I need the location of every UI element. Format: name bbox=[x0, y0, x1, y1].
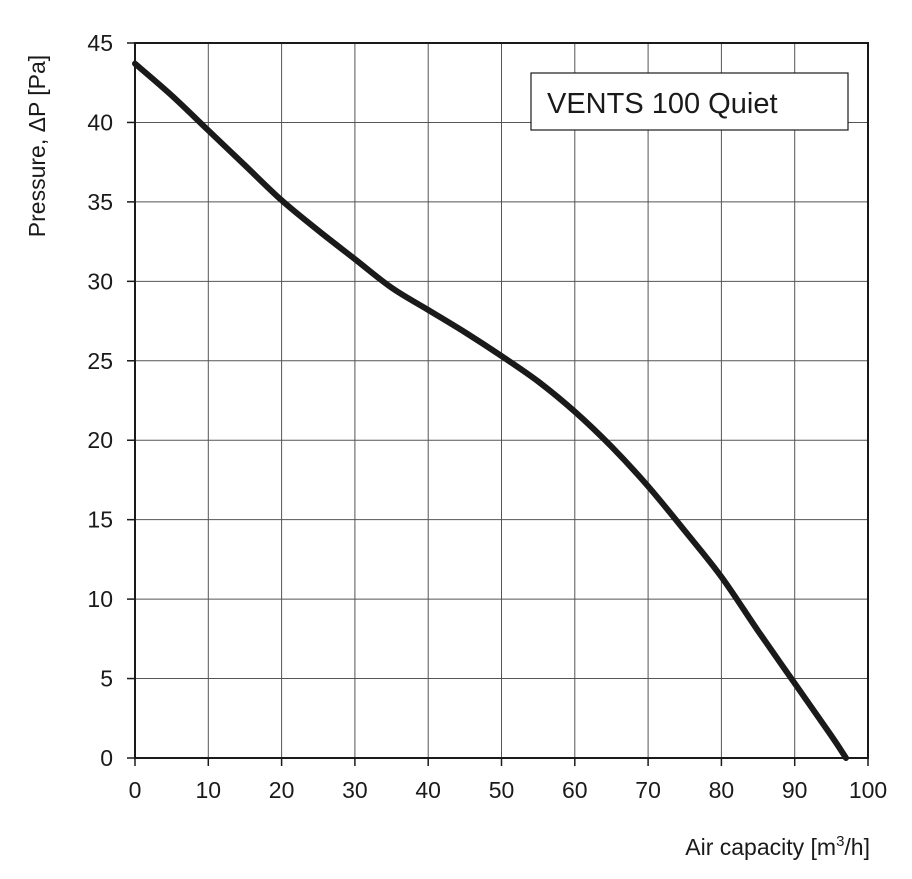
x-tick-label: 80 bbox=[709, 777, 735, 803]
x-axis-label: Air capacity [m3/h] bbox=[685, 833, 870, 860]
x-tick-label: 0 bbox=[129, 777, 142, 803]
x-tick-label: 60 bbox=[562, 777, 588, 803]
y-tick-label: 30 bbox=[87, 268, 113, 294]
y-tick-label: 5 bbox=[100, 666, 113, 692]
x-tick-label: 90 bbox=[782, 777, 808, 803]
x-tick-label: 100 bbox=[849, 777, 887, 803]
y-tick-label: 25 bbox=[87, 348, 113, 374]
x-axis-label-superscript: 3 bbox=[836, 833, 844, 850]
y-tick-label: 0 bbox=[100, 745, 113, 771]
x-tick-label: 70 bbox=[635, 777, 661, 803]
tick-labels: 0 10 20 30 40 50 60 70 80 90 100 0 5 10 15 20 25 30 35 40 45 bbox=[87, 30, 887, 803]
grid-lines bbox=[127, 42, 869, 766]
x-axis-label-suffix: /h] bbox=[844, 834, 870, 860]
y-tick-label: 40 bbox=[87, 109, 113, 135]
x-tick-label: 10 bbox=[196, 777, 222, 803]
x-tick-label: 50 bbox=[489, 777, 515, 803]
y-tick-label: 15 bbox=[87, 507, 113, 533]
series-line bbox=[132, 60, 850, 761]
y-tick-label: 45 bbox=[87, 30, 113, 56]
x-axis-label-prefix: Air capacity [m bbox=[685, 834, 836, 860]
legend-label: VENTS 100 Quiet bbox=[547, 88, 778, 120]
x-tick-label: 40 bbox=[415, 777, 441, 803]
plot-frame bbox=[134, 42, 869, 759]
y-tick-label: 10 bbox=[87, 586, 113, 612]
y-tick-label: 35 bbox=[87, 189, 113, 215]
y-axis-label: Pressure, ΔP [Pa] bbox=[24, 55, 50, 237]
y-tick-label: 20 bbox=[87, 427, 113, 453]
x-tick-label: 20 bbox=[269, 777, 295, 803]
series-layer bbox=[132, 60, 850, 761]
legend-box: VENTS 100 Quiet bbox=[530, 72, 849, 131]
x-tick-label: 30 bbox=[342, 777, 368, 803]
legend-frame bbox=[530, 72, 849, 131]
